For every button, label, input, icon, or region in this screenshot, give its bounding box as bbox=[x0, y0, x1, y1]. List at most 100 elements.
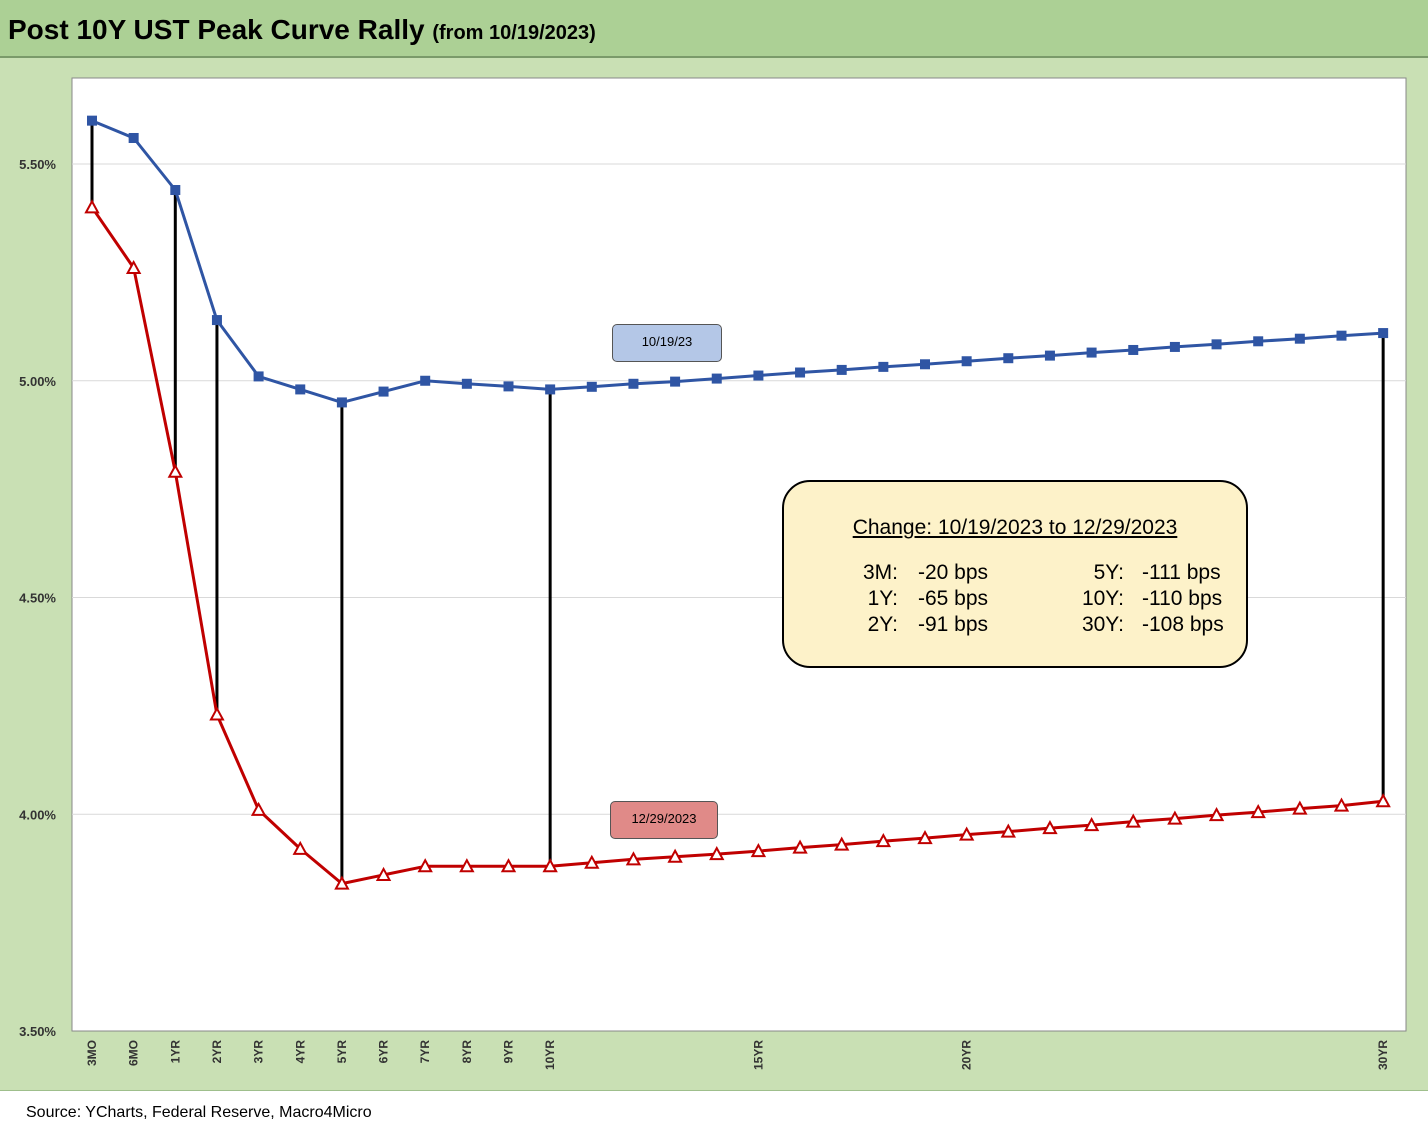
series-2-point bbox=[417, 858, 433, 873]
x-tick-label: 3MO bbox=[85, 1040, 99, 1066]
change-label: 30Y: bbox=[1081, 613, 1124, 636]
series-1-point bbox=[628, 378, 639, 389]
series-2-point bbox=[1292, 800, 1308, 815]
series-1-point bbox=[295, 384, 306, 395]
series-label-1: 10/19/23 bbox=[612, 324, 722, 362]
change-label: 5Y: bbox=[1093, 561, 1124, 584]
series-2-point bbox=[84, 199, 100, 214]
series-1-point bbox=[253, 371, 264, 382]
x-tick-label: 5YR bbox=[335, 1040, 349, 1064]
series-1-point bbox=[586, 381, 597, 392]
series-1-point bbox=[711, 373, 722, 384]
x-tick-label: 3YR bbox=[252, 1040, 266, 1064]
change-row: 2Y: -91 bps 30Y: -108 bps bbox=[824, 613, 1242, 637]
series-1-point bbox=[1211, 339, 1222, 350]
series-2-point bbox=[1375, 793, 1391, 808]
series-1-point bbox=[753, 370, 764, 381]
series-1-point bbox=[170, 185, 181, 196]
footer-bar: Source: YCharts, Federal Reserve, Macro4… bbox=[0, 1090, 1428, 1135]
series-1-point bbox=[920, 359, 930, 370]
y-tick-label: 3.50% bbox=[19, 1024, 56, 1039]
series-2-point bbox=[292, 840, 308, 855]
series-1-point bbox=[878, 361, 889, 372]
series-2-point bbox=[584, 854, 600, 869]
series-1-point bbox=[670, 376, 681, 387]
source-note: Source: YCharts, Federal Reserve, Macro4… bbox=[26, 1104, 372, 1121]
change-value: -110 bps bbox=[1142, 587, 1223, 610]
y-tick-label: 5.00% bbox=[19, 374, 56, 389]
series-1-point bbox=[503, 381, 514, 392]
series-2-point bbox=[625, 851, 642, 866]
chart-title-text: Post 10Y UST Peak Curve Rally bbox=[8, 14, 425, 45]
series-1-point bbox=[1336, 330, 1347, 341]
series-label-2: 12/29/2023 bbox=[610, 801, 718, 839]
x-tick-label: 6MO bbox=[127, 1040, 141, 1066]
x-axis: 3MO 6MO 1YR 2YR 3YR 4YR 5YR 6YR 7YR 8YR 9YR 10YR 15Y… bbox=[85, 1040, 1390, 1070]
series-2-point bbox=[792, 839, 808, 854]
series-line-1 bbox=[91, 119, 1384, 404]
series-1-point bbox=[1253, 336, 1264, 347]
series-1-point bbox=[1086, 347, 1097, 358]
x-tick-label: 10YR bbox=[543, 1040, 557, 1070]
series-2-point bbox=[875, 833, 892, 848]
series-1-point bbox=[336, 397, 347, 408]
series-2-point bbox=[1042, 820, 1058, 835]
x-tick-label: 15YR bbox=[751, 1040, 765, 1070]
series-1-point bbox=[87, 115, 97, 126]
series-2-point bbox=[750, 843, 767, 858]
change-value: -108 bps bbox=[1142, 613, 1224, 636]
y-tick-label: 4.50% bbox=[19, 591, 56, 606]
change-value: -20 bps bbox=[918, 561, 989, 584]
series-1-point bbox=[961, 356, 972, 367]
change-label: 1Y: bbox=[867, 587, 898, 610]
x-tick-label: 1YR bbox=[168, 1040, 182, 1064]
series-markers bbox=[84, 115, 1391, 890]
series-1-point bbox=[795, 367, 806, 378]
series-1-point bbox=[1003, 353, 1014, 364]
chart-title: Post 10Y UST Peak Curve Rally (from 10/1… bbox=[8, 14, 596, 46]
series-1-point bbox=[128, 132, 139, 143]
change-summary-title: Change: 10/19/2023 to 12/29/2023 bbox=[852, 516, 1178, 539]
x-tick-label: 4YR bbox=[293, 1040, 307, 1064]
series-2-point bbox=[1333, 797, 1350, 812]
y-tick-label: 4.00% bbox=[19, 807, 56, 822]
series-1-point bbox=[1128, 344, 1139, 355]
x-tick-label: 9YR bbox=[502, 1040, 516, 1064]
change-value: -91 bps bbox=[918, 613, 989, 636]
change-label: 2Y: bbox=[867, 613, 898, 636]
series-2-point bbox=[375, 866, 392, 881]
x-tick-label: 20YR bbox=[960, 1040, 974, 1070]
series-1-point bbox=[378, 386, 389, 397]
series-2-point bbox=[1083, 816, 1100, 832]
change-bars bbox=[90, 120, 1385, 884]
chart-subtitle: (from 10/19/2023) bbox=[432, 22, 596, 44]
series-2-point bbox=[1208, 807, 1225, 822]
change-label: 10Y: bbox=[1081, 587, 1124, 610]
change-value: -111 bps bbox=[1142, 561, 1221, 584]
change-label: 3M: bbox=[862, 561, 898, 584]
change-row: 3M: -20 bps 5Y: -111 bps bbox=[824, 561, 1242, 585]
header-bar: Post 10Y UST Peak Curve Rally (from 10/1… bbox=[0, 0, 1428, 58]
series-1-point bbox=[1378, 328, 1389, 339]
series-2-point bbox=[917, 830, 933, 845]
series-2-point bbox=[500, 858, 517, 873]
series-1-point bbox=[1044, 350, 1055, 361]
series-2-point bbox=[167, 463, 183, 478]
series-1-point bbox=[836, 364, 847, 375]
series-2-point bbox=[542, 858, 558, 873]
series-2-point bbox=[250, 801, 267, 816]
series-2-point bbox=[958, 826, 975, 841]
series-2-point bbox=[334, 875, 350, 890]
series-2-point bbox=[709, 846, 725, 861]
x-tick-label: 2YR bbox=[210, 1040, 224, 1064]
series-1-point bbox=[420, 375, 431, 386]
series-1-point bbox=[461, 378, 472, 389]
x-tick-label: 7YR bbox=[418, 1040, 432, 1064]
change-summary-box: Change: 10/19/2023 to 12/29/2023 3M: -20 … bbox=[782, 480, 1248, 668]
series-2-point bbox=[1250, 803, 1266, 819]
series-2-point bbox=[834, 836, 850, 851]
series-2-point bbox=[1167, 810, 1183, 825]
series-2-point bbox=[667, 848, 683, 863]
x-tick-label: 30YR bbox=[1376, 1040, 1390, 1070]
